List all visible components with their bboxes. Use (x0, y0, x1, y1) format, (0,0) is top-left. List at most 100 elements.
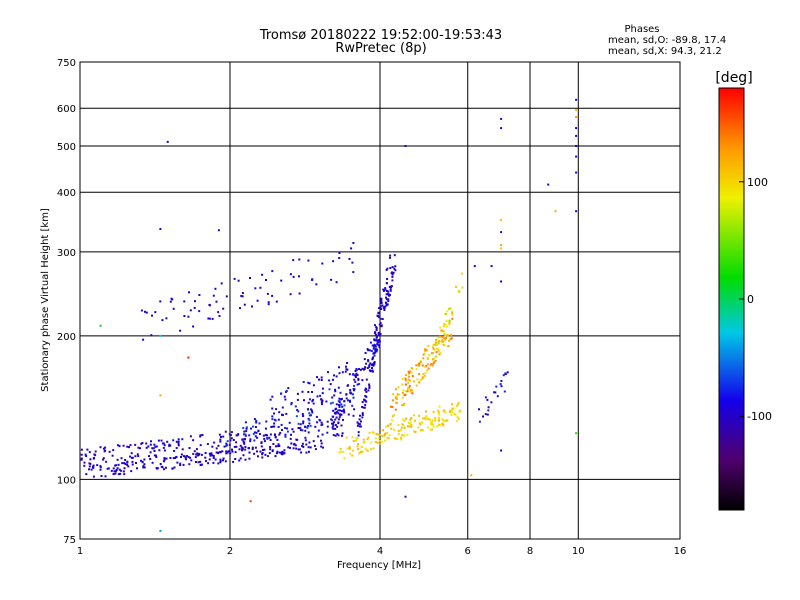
data-point (352, 440, 355, 442)
data-point (277, 445, 280, 448)
data-point (409, 421, 412, 424)
data-point (391, 266, 394, 269)
data-point (168, 444, 171, 447)
data-point (159, 463, 162, 465)
data-point (403, 402, 406, 405)
data-point (130, 470, 133, 473)
data-point (192, 439, 195, 442)
data-point (364, 366, 367, 369)
data-point (276, 439, 279, 441)
data-point (441, 335, 444, 338)
stats-line-x: mean, sd,X: 94.3, 21.2 (608, 46, 722, 57)
data-point (232, 439, 235, 441)
axis-ticks: 1 2 4 6 8 10 16 75 100 200 300 400 500 600 750 (57, 58, 686, 557)
data-point (333, 421, 335, 424)
data-point (376, 348, 379, 351)
x-tick-label: 10 (572, 546, 585, 557)
data-point (145, 442, 148, 445)
data-point (386, 290, 388, 292)
data-point (271, 449, 274, 452)
data-point (500, 218, 503, 221)
data-point (118, 468, 121, 471)
data-point (490, 265, 493, 268)
data-point (436, 425, 439, 428)
colorbar-tick-label: 100 (747, 176, 768, 189)
data-point (252, 432, 255, 435)
data-point (350, 247, 353, 250)
data-point (345, 393, 348, 396)
data-point (83, 461, 86, 464)
data-point (318, 378, 320, 381)
data-point (407, 370, 410, 373)
data-point (341, 434, 343, 437)
x-tick-label: 4 (377, 546, 383, 557)
data-point (308, 382, 311, 385)
data-point (314, 448, 317, 451)
data-point (137, 455, 140, 458)
data-point (255, 421, 258, 424)
data-point (305, 443, 308, 446)
data-point (151, 461, 154, 464)
data-point (310, 408, 313, 411)
data-point (188, 291, 190, 294)
data-point (261, 273, 264, 276)
data-point (214, 287, 217, 290)
data-point (371, 370, 374, 373)
data-point (144, 310, 146, 313)
data-point (389, 256, 391, 259)
data-point (177, 442, 180, 445)
data-point (376, 341, 379, 344)
data-point (331, 419, 334, 422)
data-point (337, 400, 340, 403)
data-point (222, 459, 224, 462)
data-point (376, 335, 378, 338)
data-point (298, 292, 301, 295)
data-point (274, 435, 277, 438)
data-point (228, 433, 231, 436)
data-point (234, 458, 237, 460)
data-point (225, 450, 228, 453)
data-point (575, 109, 578, 111)
data-point (177, 444, 180, 447)
data-point (381, 440, 384, 443)
data-point (443, 322, 446, 325)
data-point (268, 436, 271, 439)
data-point (88, 468, 90, 471)
data-point (414, 419, 416, 422)
data-point (307, 259, 310, 262)
plot-frame (79, 61, 681, 540)
data-point (326, 425, 329, 428)
data-point (290, 433, 292, 436)
data-point (456, 416, 459, 419)
data-point (457, 401, 460, 404)
data-point (311, 391, 313, 393)
data-point (326, 431, 329, 434)
data-point (382, 306, 385, 309)
data-point (188, 463, 191, 466)
data-point (149, 451, 152, 454)
data-point (444, 334, 447, 337)
data-point (268, 452, 271, 455)
data-point (279, 431, 282, 434)
data-point (332, 424, 335, 427)
data-point (245, 430, 248, 433)
data-point (238, 448, 241, 451)
data-point (432, 352, 434, 355)
data-point (241, 438, 244, 441)
data-point (233, 277, 236, 280)
data-point (297, 422, 300, 425)
data-point (387, 294, 390, 296)
data-point (140, 309, 143, 312)
data-point (448, 339, 451, 342)
data-point (415, 384, 418, 387)
data-point (307, 431, 310, 434)
data-point (307, 401, 310, 404)
data-point (410, 425, 413, 428)
data-point (486, 398, 489, 401)
data-point (432, 425, 435, 428)
data-point (114, 470, 117, 473)
data-point (122, 444, 125, 447)
data-point (111, 454, 114, 457)
data-point (340, 397, 343, 400)
data-point (417, 426, 420, 429)
